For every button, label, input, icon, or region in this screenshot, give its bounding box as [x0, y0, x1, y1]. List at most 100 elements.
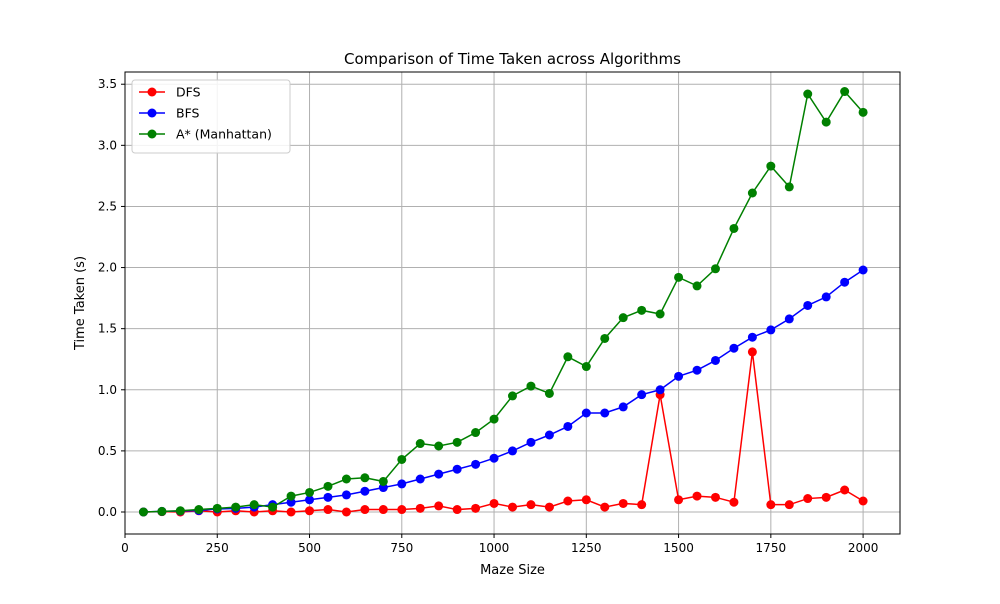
data-point [194, 505, 204, 515]
data-point [637, 500, 647, 510]
data-point [544, 388, 554, 398]
data-point [452, 505, 462, 515]
data-point [655, 309, 665, 319]
y-tick-label: 1.0 [98, 383, 117, 397]
data-point [581, 408, 591, 418]
data-point [821, 292, 831, 302]
data-point [747, 347, 757, 357]
data-point [692, 281, 702, 291]
data-point [747, 332, 757, 342]
data-point [268, 502, 278, 512]
data-point [600, 408, 610, 418]
data-point [286, 491, 296, 501]
data-point [803, 300, 813, 310]
data-point [784, 314, 794, 324]
x-tick-label: 500 [298, 541, 321, 555]
data-point [637, 390, 647, 400]
data-point [452, 437, 462, 447]
data-point [840, 485, 850, 495]
series-line [143, 90, 864, 513]
data-point [858, 265, 868, 275]
data-point [858, 496, 868, 506]
data-point [821, 117, 831, 127]
data-point [471, 459, 481, 469]
data-point [766, 325, 776, 335]
data-point [397, 454, 407, 464]
data-point [434, 441, 444, 451]
data-point [840, 277, 850, 287]
x-tick-label: 1000 [479, 541, 510, 555]
data-point [415, 439, 425, 449]
x-tick-label: 0 [121, 541, 129, 555]
data-point [508, 391, 517, 401]
data-point [803, 89, 813, 99]
data-point [212, 503, 222, 513]
data-point [581, 362, 591, 372]
data-point [821, 492, 831, 502]
y-tick-label: 0.0 [98, 505, 117, 519]
data-point [360, 473, 370, 483]
legend-swatch-marker [147, 129, 157, 139]
data-point [508, 502, 517, 512]
data-point [710, 355, 720, 365]
x-tick-label: 2000 [848, 541, 879, 555]
x-axis-label: Maze Size [480, 563, 545, 578]
data-point [157, 506, 167, 516]
legend-box [131, 79, 291, 154]
data-point [655, 385, 665, 395]
x-axis-ticks: 0 250 500 750 1000 1250 1500 1750 2000 [121, 534, 878, 555]
data-point [286, 507, 296, 517]
chart-title: Comparison of Time Taken across Algorith… [344, 50, 681, 68]
data-point [692, 491, 702, 501]
data-point [674, 272, 684, 282]
legend-item: A* (Manhattan) [139, 127, 272, 142]
data-point [489, 498, 499, 508]
data-point [747, 188, 757, 198]
series-1 [138, 265, 868, 517]
data-point [544, 430, 554, 440]
data-point [600, 502, 610, 512]
y-tick-label: 2.5 [98, 199, 117, 213]
data-point [674, 371, 684, 381]
data-point [323, 481, 333, 491]
legend-swatch-marker [147, 87, 157, 97]
data-point [452, 464, 462, 474]
data-point [784, 182, 794, 192]
data-point [360, 486, 370, 496]
data-point [434, 501, 444, 511]
data-point [710, 492, 720, 502]
series-layer [138, 87, 868, 517]
data-point [803, 494, 813, 504]
x-tick-label: 750 [390, 541, 413, 555]
data-point [471, 428, 481, 438]
legend-item: BFS [139, 106, 200, 121]
y-tick-label: 2.0 [98, 261, 117, 275]
data-point [305, 495, 315, 505]
series-line [143, 351, 864, 513]
data-point [526, 381, 536, 391]
data-point [231, 502, 241, 512]
data-point [766, 161, 776, 171]
data-point [305, 487, 315, 497]
data-point [175, 506, 185, 516]
legend-label: DFS [176, 85, 201, 100]
data-point [341, 474, 351, 484]
data-point [563, 421, 573, 431]
data-point [784, 500, 794, 510]
data-point [710, 264, 720, 274]
data-point [434, 469, 444, 479]
y-axis-label: Time Taken (s) [73, 256, 88, 351]
y-tick-label: 1.5 [98, 322, 117, 336]
data-point [397, 479, 407, 489]
data-point [563, 352, 573, 362]
data-point [618, 402, 628, 412]
legend-swatch-marker [147, 108, 157, 118]
data-point [544, 502, 554, 512]
data-point [508, 446, 517, 456]
x-tick-label: 1250 [571, 541, 602, 555]
data-point [249, 500, 259, 510]
legend-item: DFS [139, 85, 201, 100]
data-point [341, 507, 351, 517]
